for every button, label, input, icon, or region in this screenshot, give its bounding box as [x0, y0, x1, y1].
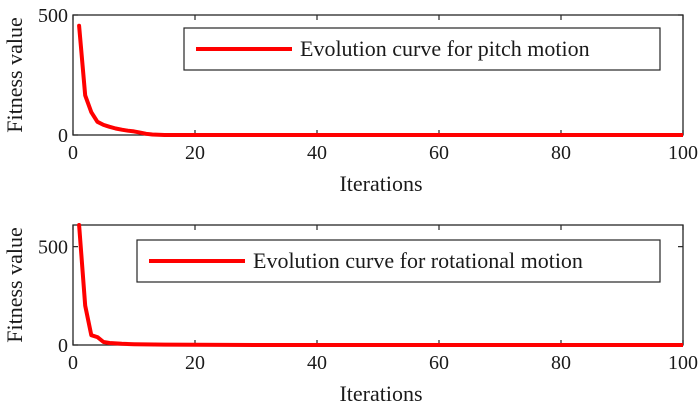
x-tick-label: 100	[668, 352, 698, 374]
x-axis-label: Iterations	[339, 381, 422, 406]
series-line	[77, 23, 683, 137]
y-tick-label: 0	[58, 125, 68, 147]
legend: Evolution curve for rotational motion	[136, 239, 661, 283]
x-tick-label: 80	[551, 352, 571, 374]
subplot-1: 0 20 40 60 80 100 0 500 Iterations Fitness value E…	[2, 5, 698, 196]
x-tick-label: 60	[429, 142, 449, 164]
subplot-2: 0 20 40 60 80 100 0 500 Iterations Fitness value E…	[2, 223, 698, 406]
y-axis-label: Fitness value	[2, 17, 27, 133]
x-tick-label: 20	[185, 352, 205, 374]
x-tick-label: 100	[668, 142, 698, 164]
x-tick-label: 40	[307, 352, 327, 374]
y-axis-label: Fitness value	[2, 227, 27, 343]
x-tick-label: 40	[307, 142, 327, 164]
y-tick-label: 0	[58, 335, 68, 357]
legend-label: Evolution curve for rotational motion	[253, 248, 583, 273]
y-tick-label: 500	[38, 5, 68, 27]
legend-box	[136, 239, 661, 283]
legend-label: Evolution curve for pitch motion	[300, 36, 590, 61]
series-line	[77, 223, 683, 347]
x-tick-label: 0	[68, 142, 78, 164]
legend: Evolution curve for pitch motion	[183, 27, 661, 71]
x-tick-label: 60	[429, 352, 449, 374]
x-tick-label: 80	[551, 142, 571, 164]
y-tick-label: 500	[38, 237, 68, 259]
x-tick-label: 20	[185, 142, 205, 164]
x-tick-label: 0	[68, 352, 78, 374]
x-axis-label: Iterations	[339, 171, 422, 196]
